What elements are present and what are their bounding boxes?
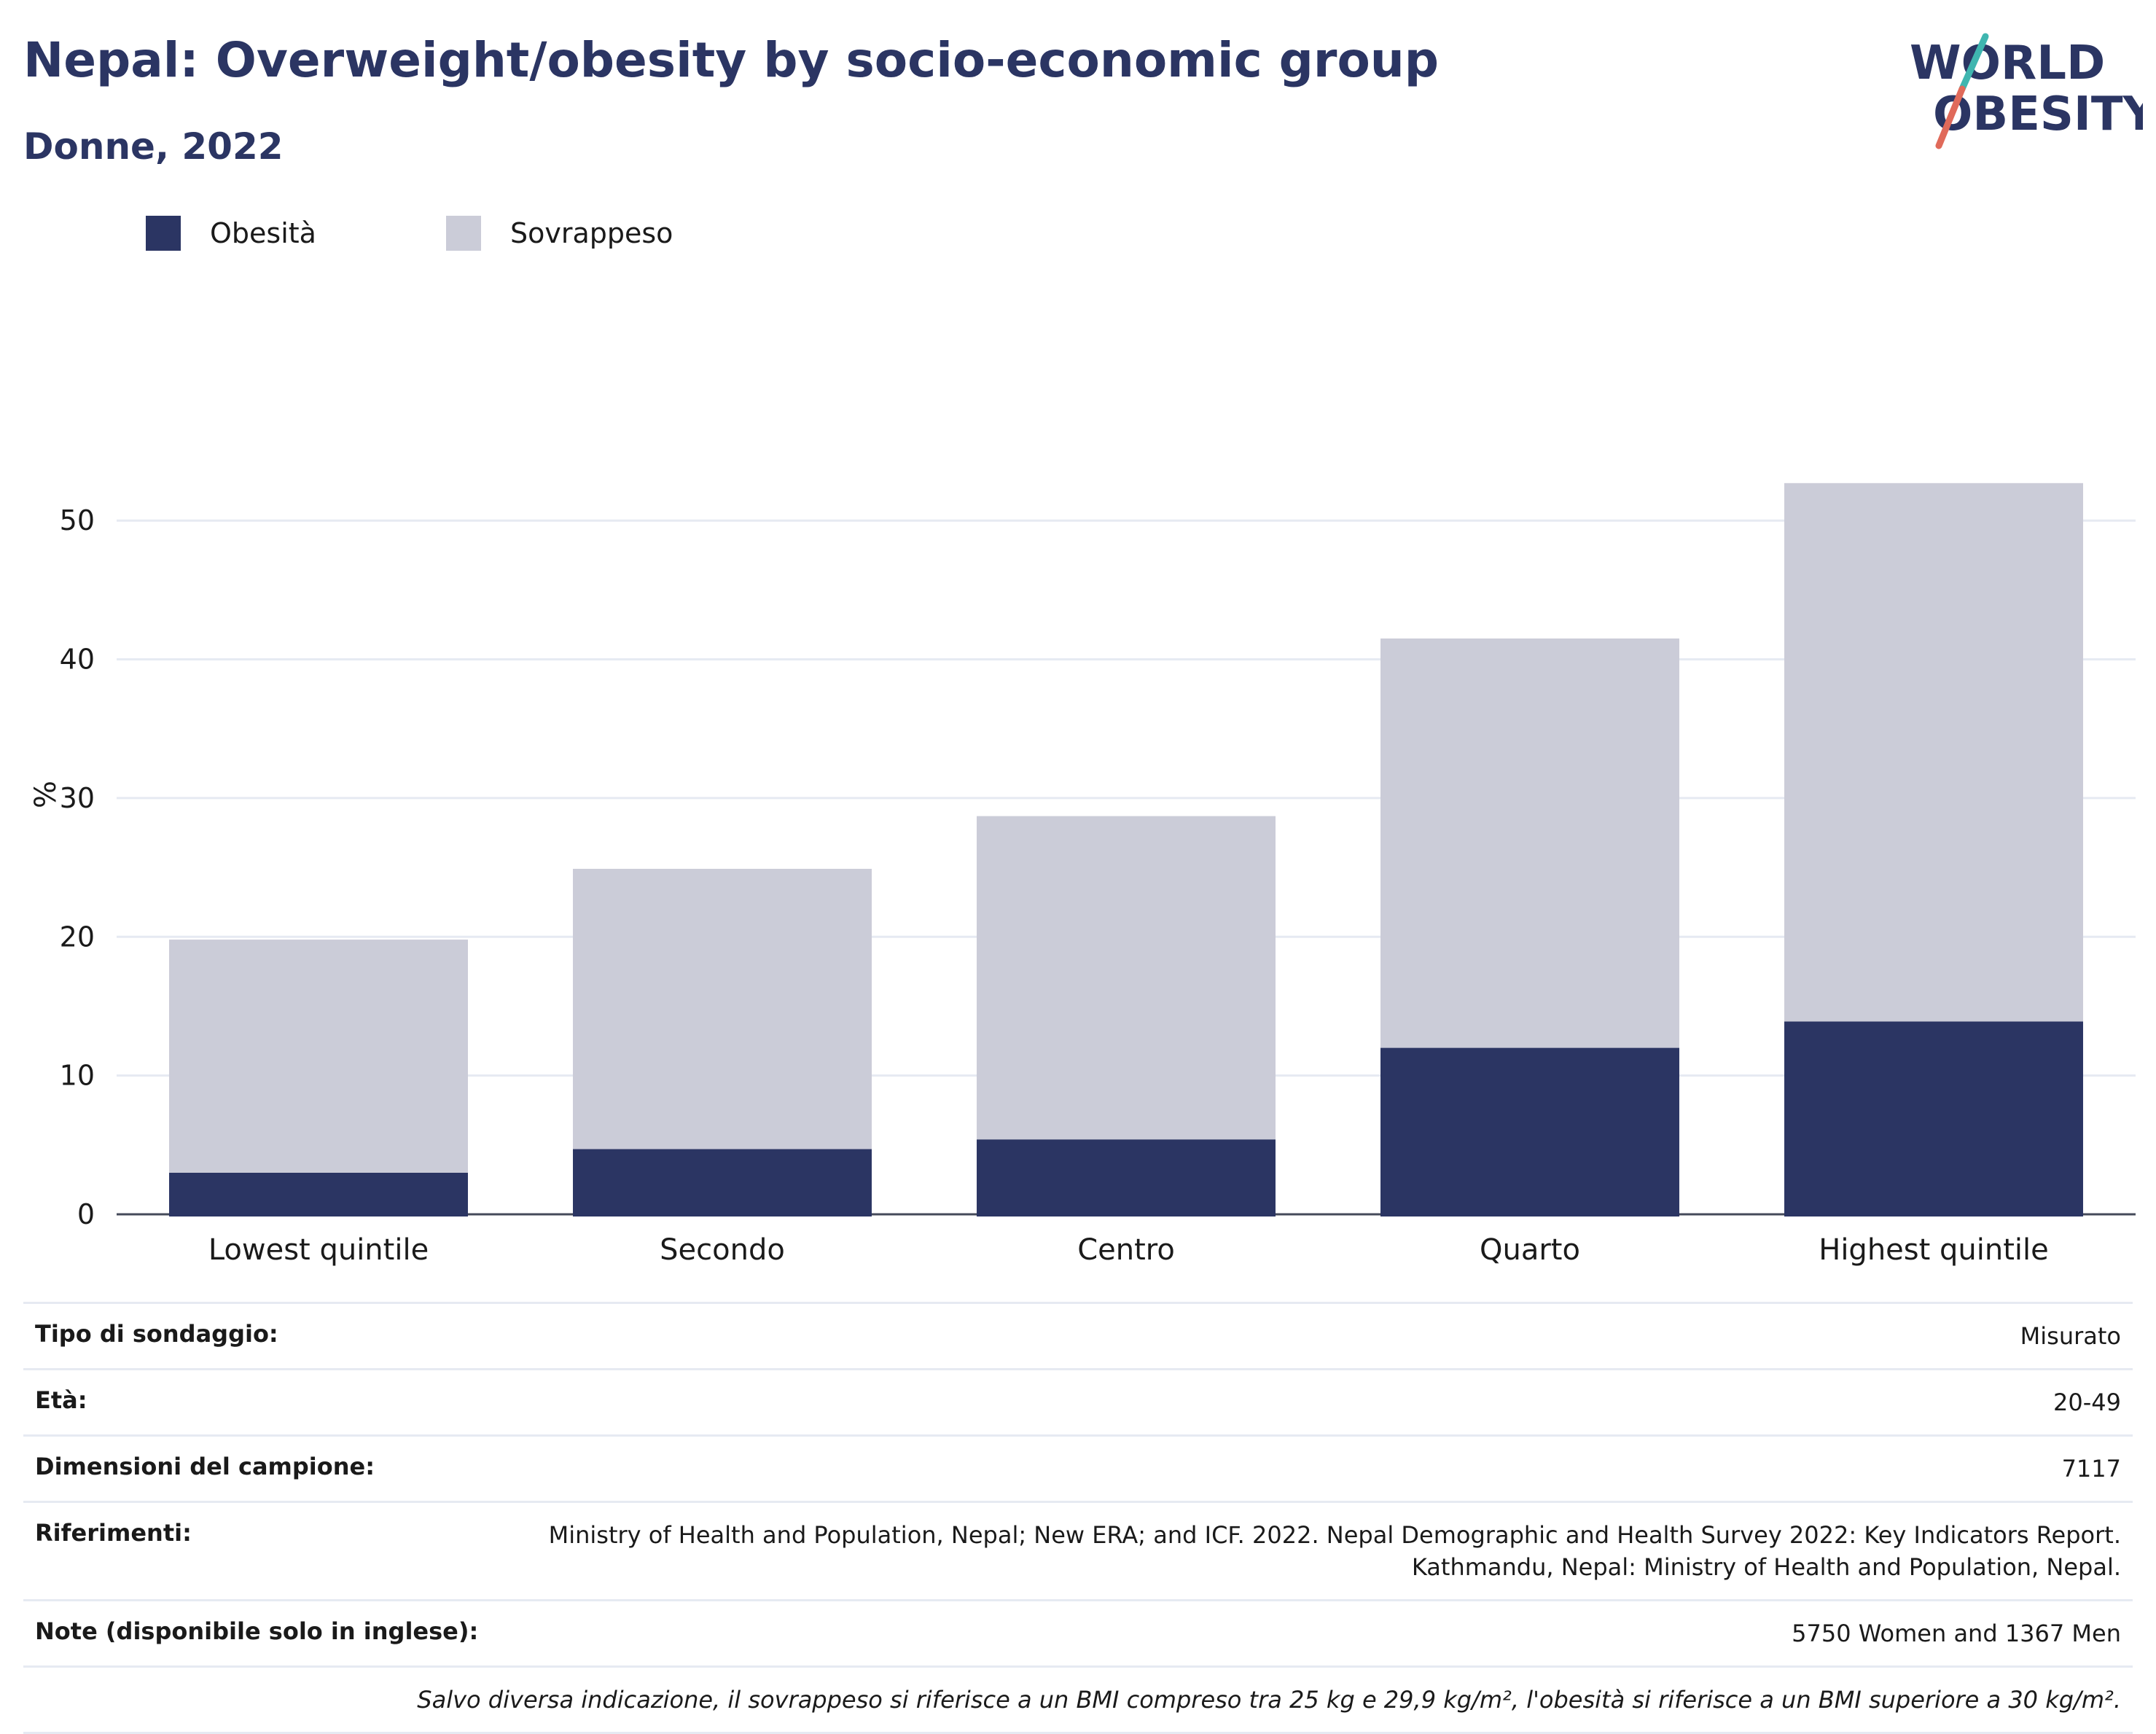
bar-obesity: [1380, 1047, 1679, 1216]
y-tick-label: 50: [60, 504, 95, 536]
notes-value: 5750 Women and 1367 Men: [1792, 1620, 2121, 1647]
y-tick-label: 20: [60, 921, 95, 953]
chart-subtitle: Donne, 2022: [23, 125, 284, 168]
y-tick-label: 10: [60, 1060, 95, 1092]
info-row-footnote: Salvo diversa indicazione, il sovrappeso…: [23, 1665, 2133, 1734]
x-tick-label: Centro: [1077, 1233, 1175, 1267]
references-value: Ministry of Health and Population, Nepal…: [549, 1519, 2121, 1583]
chart-title: Nepal: Overweight/obesity by socio-econo…: [23, 32, 1440, 88]
info-row-notes: Note (disponibile solo in inglese): 5750…: [23, 1599, 2133, 1665]
bar-obesity: [977, 1139, 1276, 1216]
references-label: Riferimenti:: [35, 1519, 192, 1547]
references-line-1: Ministry of Health and Population, Nepal…: [548, 1521, 2121, 1549]
age-value: 20-49: [2053, 1389, 2121, 1416]
y-tick-label: 30: [60, 782, 95, 814]
legend-swatch-overweight: [446, 216, 481, 251]
bar-overweight: [1380, 638, 1679, 1048]
y-axis-label: %: [29, 781, 63, 808]
bar-overweight: [1784, 483, 2083, 1022]
notes-label: Note (disponibile solo in inglese):: [35, 1617, 479, 1645]
bar-overweight: [573, 869, 872, 1149]
bar-obesity: [573, 1149, 872, 1216]
bar-obesity: [1784, 1021, 2083, 1216]
info-row-survey-type: Tipo di sondaggio: Misurato: [23, 1302, 2133, 1368]
info-row-sample-size: Dimensioni del campione: 7117: [23, 1434, 2133, 1501]
world-obesity-logo: WORLD OBESITY: [1910, 33, 2143, 149]
legend-label-overweight: Sovrappeso: [510, 217, 673, 249]
logo-text-world: WORLD: [1910, 36, 2105, 90]
y-tick-label: 40: [60, 644, 95, 676]
bar-overweight: [169, 940, 468, 1173]
x-tick-label: Quarto: [1480, 1233, 1580, 1267]
sample-size-label: Dimensioni del campione:: [35, 1453, 375, 1480]
bar-obesity: [169, 1172, 468, 1216]
info-row-age: Età: 20-49: [23, 1368, 2133, 1434]
logo-text-obesity: OBESITY: [1933, 87, 2143, 141]
info-table: Tipo di sondaggio: Misurato Età: 20-49 D…: [23, 1302, 2133, 1734]
age-label: Età:: [35, 1386, 87, 1414]
x-tick-label: Highest quintile: [1819, 1233, 2049, 1267]
legend-swatch-obesity: [146, 216, 181, 251]
y-tick-label: 0: [77, 1198, 95, 1230]
legend-item-obesity: Obesità: [146, 216, 316, 251]
bar-overweight: [977, 816, 1276, 1140]
x-tick-label: Lowest quintile: [208, 1233, 429, 1267]
info-row-references: Riferimenti: Ministry of Health and Popu…: [23, 1501, 2133, 1599]
bar-chart: 0 10 20 30 40 50 Lowest quintile Secondo Centro…: [29, 483, 2136, 1267]
legend-label-obesity: Obesità: [210, 217, 316, 249]
survey-type-value: Misurato: [2020, 1322, 2121, 1350]
footnote-text: Salvo diversa indicazione, il sovrappeso…: [417, 1686, 2121, 1714]
legend-item-overweight: Sovrappeso: [446, 216, 673, 251]
x-tick-label: Secondo: [660, 1233, 785, 1267]
references-line-2: Kathmandu, Nepal: Ministry of Health and…: [1411, 1553, 2121, 1581]
sample-size-value: 7117: [2061, 1455, 2121, 1483]
survey-type-label: Tipo di sondaggio:: [35, 1320, 278, 1348]
